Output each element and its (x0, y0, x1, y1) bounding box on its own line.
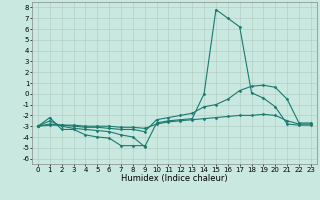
X-axis label: Humidex (Indice chaleur): Humidex (Indice chaleur) (121, 174, 228, 183)
